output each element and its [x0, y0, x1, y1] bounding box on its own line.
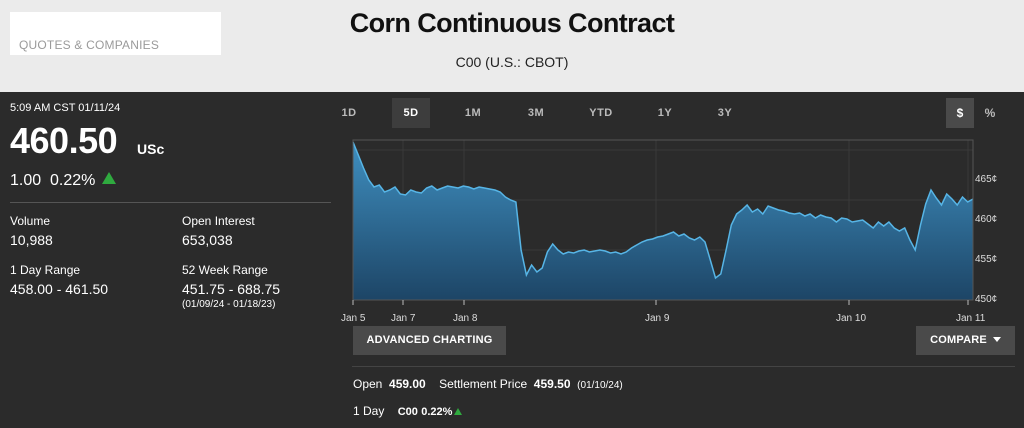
quote-price: 460.50: [10, 120, 118, 161]
range-ytd-button[interactable]: YTD: [589, 107, 613, 119]
range-1d-button[interactable]: 1D: [341, 107, 357, 119]
open-interest-value: 653,038: [182, 232, 233, 248]
price-line: [352, 141, 974, 280]
open-label: Open: [353, 377, 383, 391]
x-tick-label: Jan 11: [956, 313, 986, 324]
percent-toggle-button[interactable]: %: [984, 106, 996, 120]
quotes-companies-search[interactable]: QUOTES & COMPANIES: [10, 12, 221, 55]
x-tick-label: Jan 9: [645, 313, 670, 324]
range-3m-button[interactable]: 3M: [527, 107, 545, 119]
y-tick-label: 465¢: [975, 174, 998, 185]
y-tick-label: 460¢: [975, 214, 998, 225]
symbol: C00: [397, 406, 418, 418]
day-summary: 1 Day C00 0.22%: [353, 404, 463, 418]
change-percent: 0.22%: [50, 172, 96, 189]
x-tick-label: Jan 5: [341, 313, 366, 324]
x-tick-label: Jan 10: [836, 313, 867, 324]
compare-button[interactable]: COMPARE: [916, 326, 1015, 355]
divider: [10, 202, 331, 203]
range-1m-button[interactable]: 1M: [464, 107, 482, 119]
quote-unit: USc: [137, 141, 165, 157]
week52-range-value: 451.75 - 688.75: [182, 281, 281, 297]
quote-timestamp: 5:09 AM CST 01/11/24: [10, 102, 121, 114]
settlement-label: Settlement Price: [439, 377, 528, 391]
up-arrow-icon: [454, 408, 463, 415]
week52-range-dates: (01/09/24 - 01/18/23): [182, 299, 276, 310]
settlement-date: (01/10/24): [577, 380, 623, 391]
caret-down-icon: [992, 337, 1001, 342]
range-3y-button[interactable]: 3Y: [717, 107, 733, 119]
volume-value: 10,988: [10, 232, 53, 248]
x-tick-label: Jan 8: [453, 313, 478, 324]
advanced-charting-button[interactable]: ADVANCED CHARTING: [353, 326, 506, 355]
quotes-companies-label: QUOTES & COMPANIES: [19, 38, 160, 52]
change-value: 1.00: [10, 172, 42, 189]
dollar-toggle-button[interactable]: $: [946, 98, 974, 128]
compare-button-label: COMPARE: [930, 334, 987, 346]
divider: [352, 366, 1015, 367]
quote-change: 1.00 0.22%: [10, 172, 116, 190]
quote-panel: 5:09 AM CST 01/11/24 460.50 USc 1.00 0.2…: [0, 92, 340, 428]
range-1y-button[interactable]: 1Y: [657, 107, 673, 119]
day-range-label: 1 Day Range: [10, 263, 81, 277]
settlement-value: 459.50: [533, 377, 571, 391]
page-header: QUOTES & COMPANIES Corn Continuous Contr…: [0, 0, 1024, 92]
chart-frame: [352, 139, 974, 301]
open-summary: Open 459.00 Settlement Price 459.50 (01/…: [353, 377, 623, 391]
open-value: 459.00: [389, 377, 426, 391]
week52-range-label: 52 Week Range: [182, 263, 268, 277]
day-label: 1 Day: [353, 404, 385, 418]
y-tick-label: 455¢: [975, 254, 998, 265]
symbol-change: 0.22%: [421, 406, 453, 418]
range-5d-button[interactable]: 5D: [392, 98, 430, 128]
up-arrow-icon: [101, 172, 116, 184]
day-range-value: 458.00 - 461.50: [10, 281, 109, 297]
page-subtitle: C00 (U.S.: CBOT): [455, 54, 569, 70]
open-interest-label: Open Interest: [182, 214, 255, 228]
volume-label: Volume: [10, 214, 51, 228]
x-tick-label: Jan 7: [391, 313, 416, 324]
price-area: [353, 142, 973, 300]
y-tick-label: 450¢: [975, 294, 998, 305]
page-title: Corn Continuous Contract: [349, 8, 675, 38]
